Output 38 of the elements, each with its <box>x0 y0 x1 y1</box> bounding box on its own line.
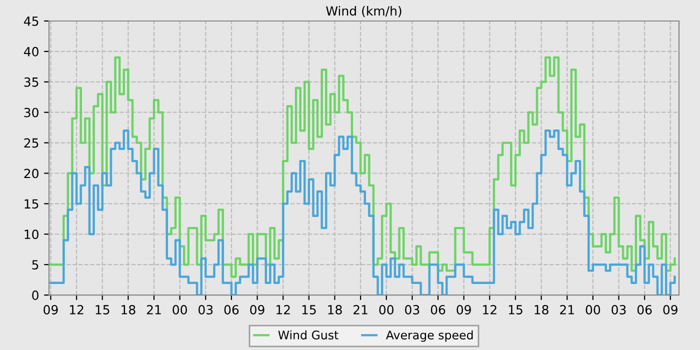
y-tick-label: 5 <box>32 260 38 270</box>
x-tick-label: 18 <box>122 304 136 314</box>
x-tick-label: 12 <box>483 304 496 314</box>
x-tick-label: 21 <box>560 304 574 314</box>
y-tick-label: 40 <box>24 46 38 56</box>
x-tick-label: 09 <box>663 304 678 314</box>
x-tick-label: 15 <box>96 305 110 314</box>
y-tick-label: 25 <box>24 138 38 148</box>
x-tick-label: 12 <box>276 304 290 314</box>
x-tick-label: 15 <box>508 305 522 314</box>
x-tick-label: 21 <box>354 304 368 314</box>
y-tick-label: 30 <box>24 108 38 118</box>
x-tick-label: 06 <box>637 304 652 314</box>
y-tick-label: 35 <box>24 77 38 87</box>
y-tick-label: 20 <box>24 168 38 178</box>
legend-label: Average speed <box>386 330 473 342</box>
x-tick-label: 00 <box>379 304 394 314</box>
x-tick-label: 09 <box>456 304 471 314</box>
legend-label: Wind Gust <box>278 330 338 340</box>
y-tick-label: 10 <box>24 230 38 240</box>
y-tick-label: 0 <box>32 290 38 300</box>
x-tick-label: 00 <box>586 304 600 314</box>
x-tick-label: 18 <box>328 304 342 314</box>
x-tick-label: 12 <box>70 304 84 314</box>
x-tick-label: 18 <box>534 304 548 314</box>
x-tick-label: 03 <box>405 304 420 314</box>
x-tick-label: 21 <box>146 304 161 314</box>
x-tick-label: 03 <box>198 304 213 314</box>
x-tick-label: 06 <box>430 304 446 314</box>
y-tick-label: 15 <box>24 199 38 209</box>
x-tick-label: 06 <box>224 304 239 314</box>
chart-title: Wind (km/h) <box>326 6 402 18</box>
x-tick-label: 15 <box>302 305 316 314</box>
x-tick-label: 09 <box>250 304 264 314</box>
x-tick-label: 03 <box>612 304 626 314</box>
x-tick-label: 00 <box>172 304 187 314</box>
y-tick-label: 45 <box>24 16 38 26</box>
x-tick-label: 09 <box>44 304 58 314</box>
